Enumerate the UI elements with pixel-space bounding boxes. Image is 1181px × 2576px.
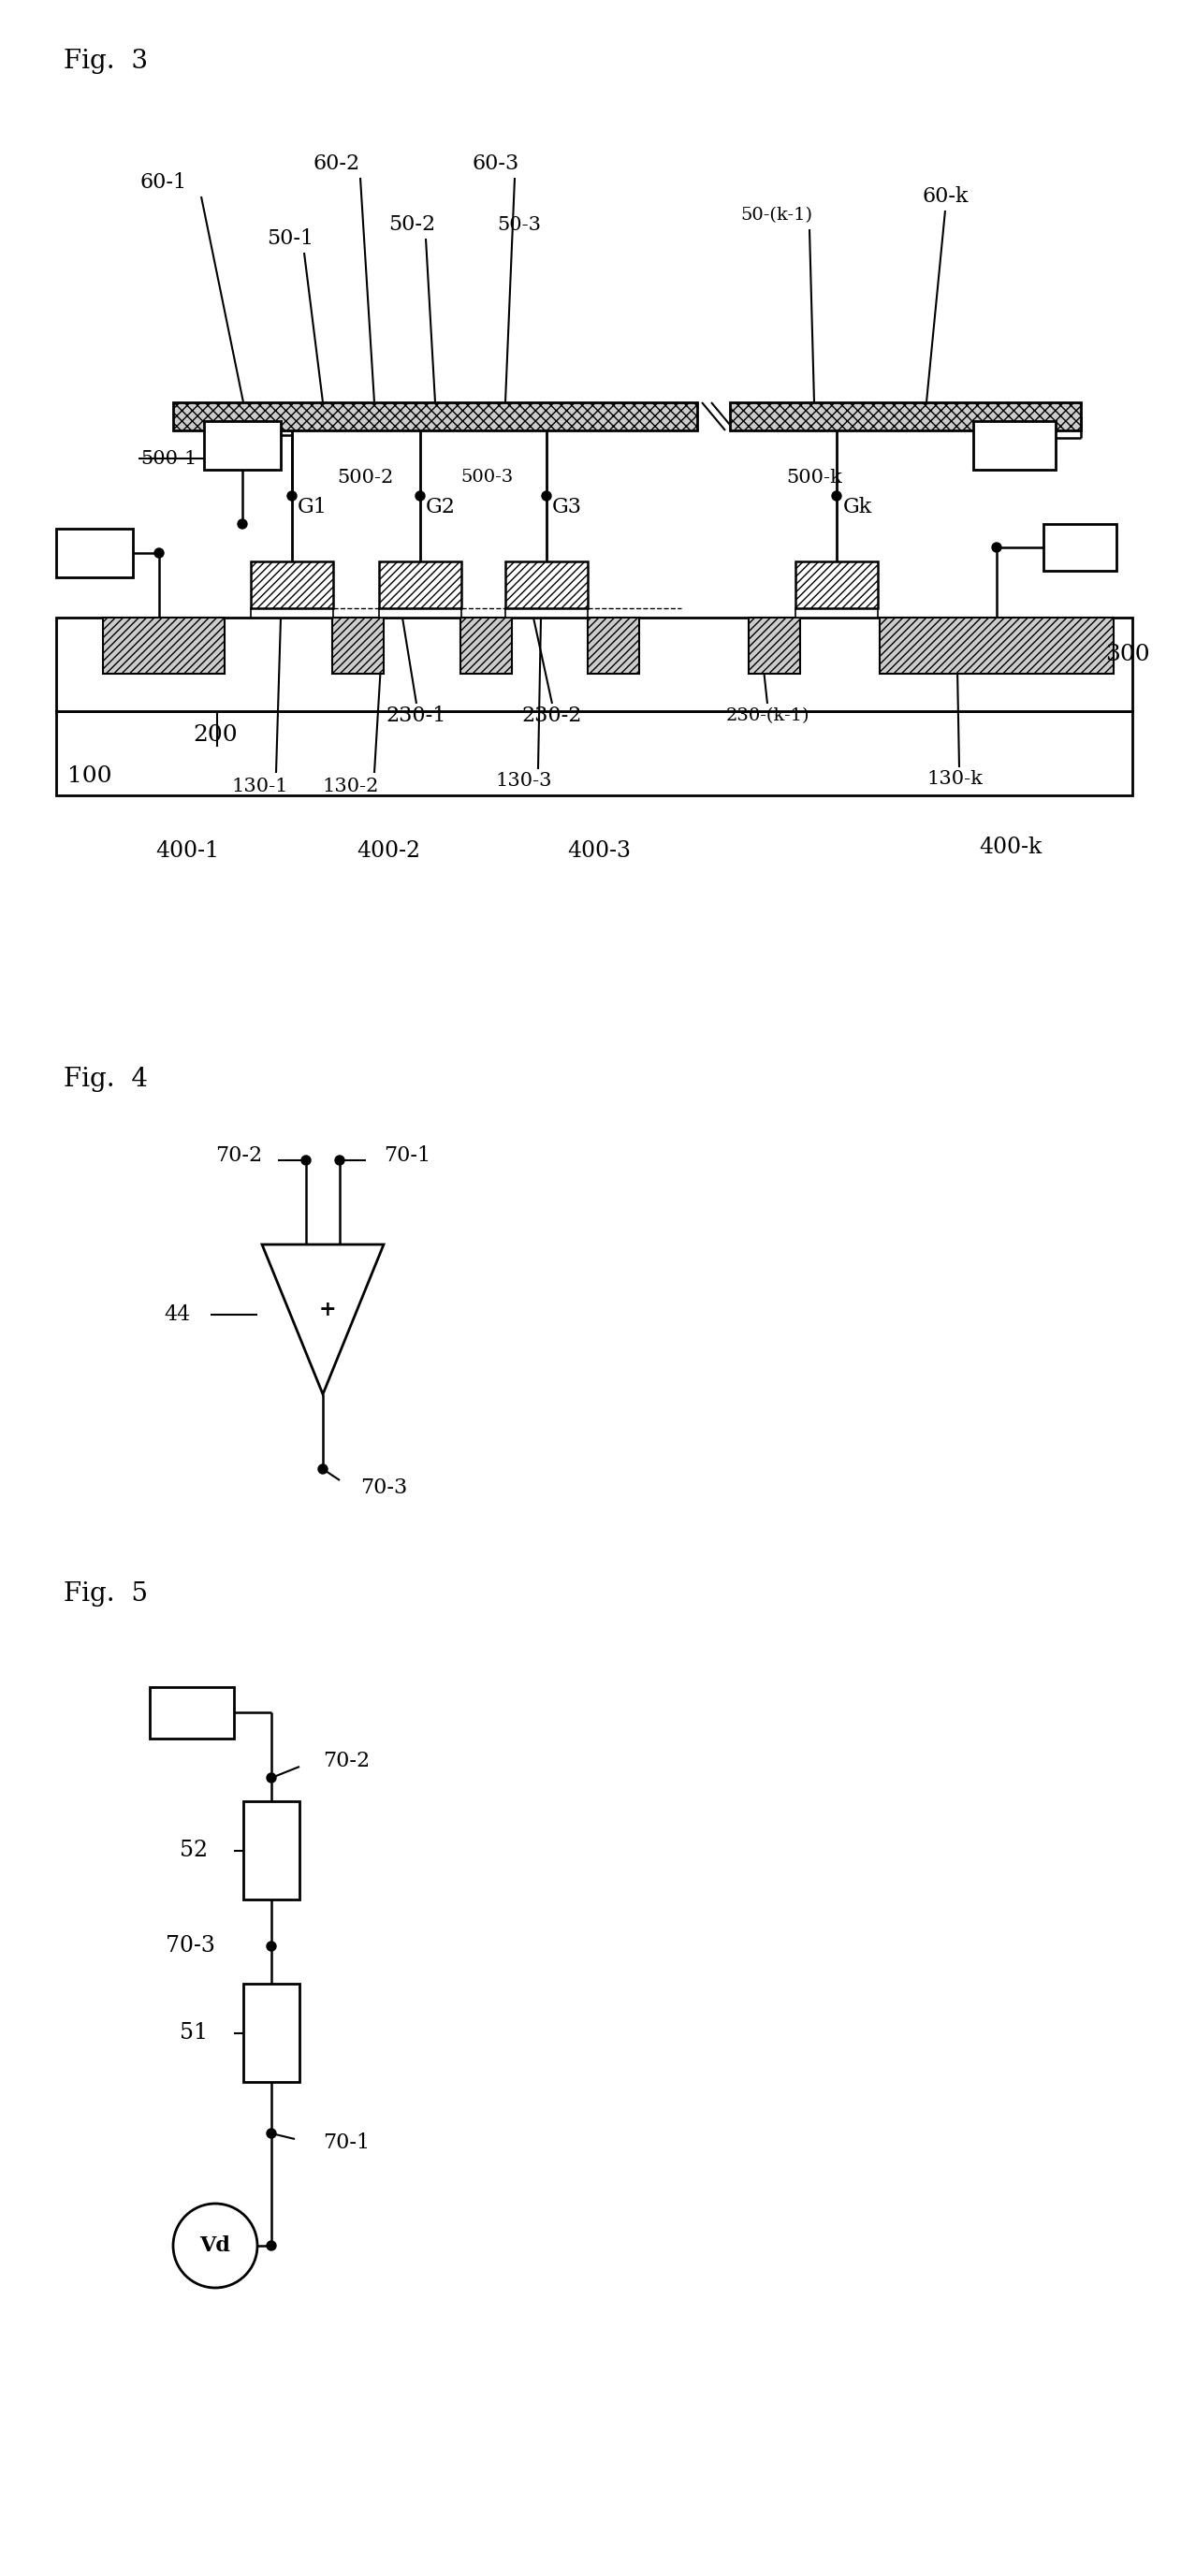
Text: 70-3: 70-3 <box>360 1479 407 1499</box>
Text: 400-2: 400-2 <box>357 840 420 863</box>
Bar <box>1044 523 1116 572</box>
Text: 50-(k-1): 50-(k-1) <box>740 206 813 224</box>
Text: G2: G2 <box>426 497 456 518</box>
Bar <box>332 618 384 675</box>
Text: 130-3: 130-3 <box>496 773 553 791</box>
Circle shape <box>237 520 247 528</box>
Text: 130-k: 130-k <box>927 770 983 788</box>
Bar <box>461 618 511 675</box>
Text: 400-k: 400-k <box>979 837 1042 858</box>
Text: Fig.  4: Fig. 4 <box>64 1066 148 1092</box>
Bar <box>57 618 1133 711</box>
Text: G3: G3 <box>553 497 582 518</box>
Circle shape <box>155 549 164 556</box>
Text: VH: VH <box>172 1700 211 1723</box>
Bar <box>379 562 462 608</box>
Text: Vs: Vs <box>80 541 110 564</box>
Text: 70-2: 70-2 <box>322 1752 370 1772</box>
Text: 230-1: 230-1 <box>386 706 446 726</box>
Text: 300: 300 <box>1105 644 1150 665</box>
Text: 70-2: 70-2 <box>215 1146 262 1167</box>
Text: 52: 52 <box>180 1839 208 1860</box>
Circle shape <box>301 1157 311 1164</box>
Text: 70-3: 70-3 <box>165 1935 215 1958</box>
Bar <box>880 618 1114 675</box>
Text: 500-1: 500-1 <box>141 451 197 466</box>
Text: 200: 200 <box>193 724 237 744</box>
Circle shape <box>542 492 552 500</box>
Text: 44: 44 <box>164 1303 191 1324</box>
Text: 230-(k-1): 230-(k-1) <box>725 708 809 724</box>
Circle shape <box>267 2241 276 2251</box>
Text: 130-1: 130-1 <box>231 778 288 796</box>
Circle shape <box>416 492 425 500</box>
Bar <box>103 618 224 675</box>
Text: Vg: Vg <box>226 435 259 456</box>
Bar <box>505 562 588 608</box>
Bar <box>796 608 877 618</box>
Text: Vd: Vd <box>200 2236 230 2257</box>
Text: 230-2: 230-2 <box>522 706 582 726</box>
Bar <box>250 562 333 608</box>
Bar <box>174 402 697 430</box>
Circle shape <box>831 492 841 500</box>
Circle shape <box>335 1157 345 1164</box>
Circle shape <box>287 492 296 500</box>
Text: 400-3: 400-3 <box>567 840 631 863</box>
Bar <box>588 618 639 675</box>
Bar <box>250 608 333 618</box>
Circle shape <box>318 1463 327 1473</box>
Text: 60-1: 60-1 <box>141 173 188 193</box>
Text: 51: 51 <box>180 2022 208 2043</box>
Bar <box>973 420 1056 469</box>
Circle shape <box>992 544 1001 551</box>
Text: Gk: Gk <box>842 497 872 518</box>
Text: Vd: Vd <box>1064 536 1096 559</box>
Text: 70-1: 70-1 <box>322 2133 370 2154</box>
Text: 60-2: 60-2 <box>313 155 360 175</box>
Bar <box>749 618 800 675</box>
Bar <box>57 528 133 577</box>
Text: 130-2: 130-2 <box>322 778 379 796</box>
Bar <box>150 1687 234 1739</box>
Text: 60-3: 60-3 <box>472 155 520 175</box>
Text: Fig.  3: Fig. 3 <box>64 49 148 75</box>
Circle shape <box>267 2128 276 2138</box>
Bar <box>379 608 462 618</box>
Text: 50-1: 50-1 <box>267 229 314 250</box>
Circle shape <box>267 1772 276 1783</box>
Bar <box>243 1984 300 2081</box>
Bar <box>204 420 281 469</box>
Bar <box>57 711 1133 796</box>
Text: 500-3: 500-3 <box>461 469 513 487</box>
Bar <box>505 608 588 618</box>
Text: Fig.  5: Fig. 5 <box>64 1582 148 1607</box>
Bar <box>796 562 877 608</box>
Text: Vd1: Vd1 <box>993 435 1036 456</box>
Circle shape <box>267 1942 276 1950</box>
Bar <box>243 1801 300 1899</box>
Text: 50-3: 50-3 <box>497 216 541 234</box>
Text: 50-2: 50-2 <box>389 214 436 234</box>
Text: 70-1: 70-1 <box>384 1146 431 1167</box>
Bar <box>730 402 1081 430</box>
Text: G1: G1 <box>298 497 327 518</box>
Text: +: + <box>319 1301 337 1321</box>
Text: 100: 100 <box>67 765 112 788</box>
Text: 500-2: 500-2 <box>337 469 393 487</box>
Text: 500-k: 500-k <box>787 469 842 487</box>
Text: 400-1: 400-1 <box>155 840 218 863</box>
Text: 60-k: 60-k <box>922 185 968 206</box>
